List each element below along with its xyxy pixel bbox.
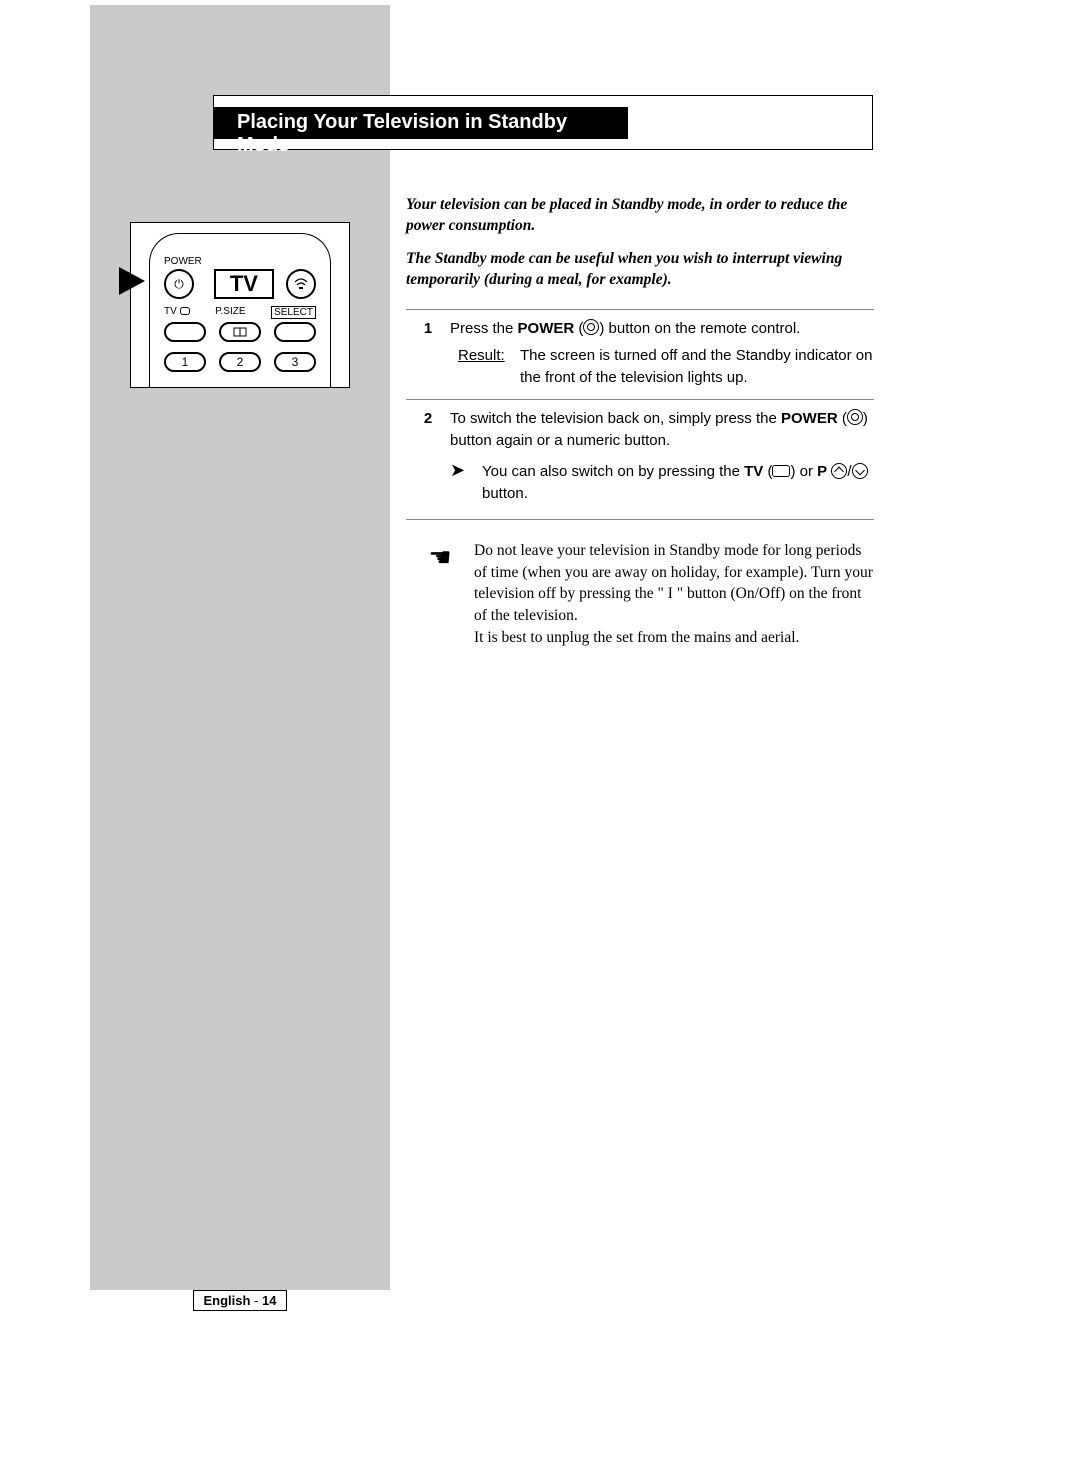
tv-small-label: TV — [164, 306, 190, 319]
num-button-3: 3 — [274, 352, 316, 372]
remote-outline: POWER ⏻ TV TV P.SIZE SELECT 1 2 3 — [149, 233, 331, 387]
oval-button-2 — [219, 322, 261, 342]
step-1: 1 Press the POWER () button on the remot… — [406, 309, 874, 399]
warning-text: Do not leave your television in Standby … — [474, 540, 874, 648]
power-circle-icon — [583, 319, 599, 335]
select-label: SELECT — [271, 306, 316, 319]
result-label: Result — [450, 345, 520, 389]
intro-paragraph-1: Your television can be placed in Standby… — [406, 195, 874, 237]
warning-hand-icon: ☚ — [406, 540, 474, 648]
oval-button-3 — [274, 322, 316, 342]
power-label: POWER — [164, 256, 202, 267]
power-button-icon: ⏻ — [164, 269, 194, 299]
oval-button-1 — [164, 322, 206, 342]
gray-sidebar — [90, 5, 390, 1290]
note-arrow-icon: ➤ — [450, 461, 482, 479]
num-button-1: 1 — [164, 352, 206, 372]
p-down-icon — [852, 463, 868, 479]
tv-indicator: TV — [214, 269, 274, 299]
step-1-number: 1 — [406, 318, 450, 389]
step-2-number: 2 — [406, 408, 450, 505]
page-footer: English - 14 — [90, 1290, 390, 1311]
result-text: The screen is turned off and the Standby… — [520, 345, 874, 389]
tv-rect-icon — [772, 465, 790, 477]
step-2: 2 To switch the television back on, simp… — [406, 399, 874, 515]
p-up-icon — [831, 463, 847, 479]
remote-illustration: POWER ⏻ TV TV P.SIZE SELECT 1 2 3 — [130, 222, 350, 388]
signal-button-icon — [286, 269, 316, 299]
steps-end-rule — [406, 519, 874, 520]
footer-box: English - 14 — [193, 1290, 288, 1311]
content-area: Your television can be placed in Standby… — [406, 195, 874, 648]
warning-note: ☚ Do not leave your television in Standb… — [406, 540, 874, 648]
power-circle-icon-2 — [847, 409, 863, 425]
step-1-text: Press the POWER () button on the remote … — [450, 318, 874, 340]
step-1-result: Result The screen is turned off and the … — [450, 345, 874, 389]
step-2-note: ➤ You can also switch on by pressing the… — [450, 461, 874, 505]
psize-label: P.SIZE — [215, 306, 245, 319]
intro-paragraph-2: The Standby mode can be useful when you … — [406, 249, 874, 291]
page-title: Placing Your Television in Standby Mode — [213, 107, 628, 139]
step-2-note-text: You can also switch on by pressing the T… — [482, 461, 874, 505]
num-button-2: 2 — [219, 352, 261, 372]
pointer-icon — [119, 267, 145, 295]
step-2-text: To switch the television back on, simply… — [450, 408, 874, 452]
